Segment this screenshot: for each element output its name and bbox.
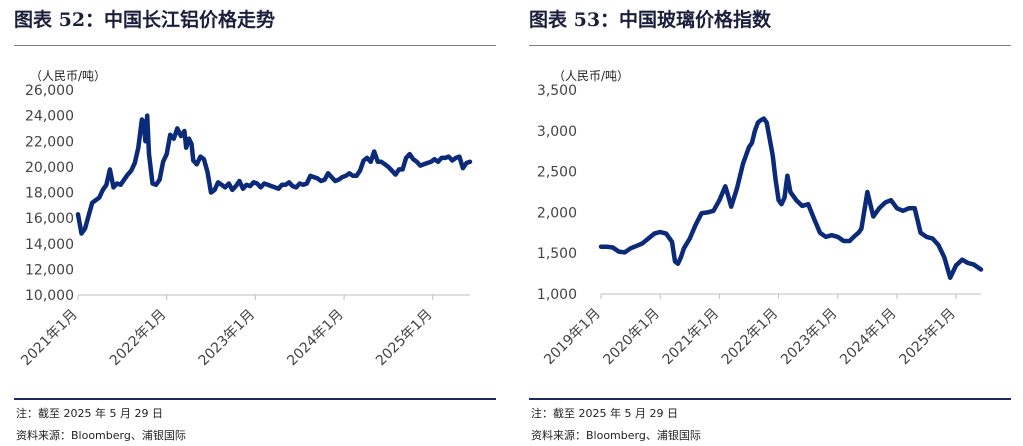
source-note: 资料来源：Bloomberg、浦银国际 xyxy=(531,429,701,442)
aluminum-price-chart: （人民币/吨） 10,000 12,000 14,000 16,000 18,000 20,… xyxy=(18,69,473,370)
y-tick-label: 1,500 xyxy=(537,246,577,262)
y-tick-label: 2,000 xyxy=(537,205,577,221)
x-tick-label: 2022年1月 xyxy=(107,307,170,370)
footnote: 注：截至 2025 年 5 月 29 日 xyxy=(531,407,678,420)
y-tick-label: 2,500 xyxy=(537,165,577,181)
x-tick-label: 2025年1月 xyxy=(896,306,959,369)
title-divider xyxy=(14,45,496,46)
y-tick-label: 24,000 xyxy=(25,109,74,125)
price-line xyxy=(598,116,984,280)
panel-aluminum: 图表 52：中国长江铝价格走势 （人民币/吨） 10,000 12,000 14,00… xyxy=(4,0,504,446)
x-tick-label: 2020年1月 xyxy=(600,306,663,369)
y-tick-label: 14,000 xyxy=(25,237,74,253)
y-tick-label: 3,500 xyxy=(537,83,577,99)
y-tick-label: 22,000 xyxy=(25,134,74,150)
figure-title: 图表 52：中国长江铝价格走势 xyxy=(14,9,276,31)
y-tick-label: 12,000 xyxy=(25,262,74,278)
panel-glass: 图表 53：中国玻璃价格指数 （人民币/吨） 1,000 1,500 2,000 2,5… xyxy=(519,0,1019,446)
source-note: 资料来源：Bloomberg、浦银国际 xyxy=(16,429,186,442)
x-tick-label: 2023年1月 xyxy=(778,306,841,369)
y-tick-label: 3,000 xyxy=(537,124,577,140)
x-tick-label: 2025年1月 xyxy=(373,307,436,370)
unit-label: （人民币/吨） xyxy=(30,69,106,83)
footer-divider xyxy=(529,398,1011,400)
y-tick-label: 18,000 xyxy=(25,186,74,202)
x-tick-label: 2024年1月 xyxy=(284,307,347,370)
y-tick-label: 1,000 xyxy=(537,287,577,303)
glass-price-index-chart: （人民币/吨） 1,000 1,500 2,000 2,500 3,000 3,500 201… xyxy=(537,69,984,369)
figure-title: 图表 53：中国玻璃价格指数 xyxy=(529,9,772,31)
x-tick-label: 2021年1月 xyxy=(660,306,723,369)
x-tick-label: 2023年1月 xyxy=(196,307,259,370)
footer-divider xyxy=(14,398,496,400)
y-tick-label: 10,000 xyxy=(25,288,74,304)
footnote: 注：截至 2025 年 5 月 29 日 xyxy=(16,407,163,420)
x-tick-label: 2019年1月 xyxy=(541,306,604,369)
y-tick-label: 20,000 xyxy=(25,160,74,176)
y-tick-label: 16,000 xyxy=(25,211,74,227)
unit-label: （人民币/吨） xyxy=(553,69,629,83)
title-divider xyxy=(529,45,1011,46)
x-tick-label: 2022年1月 xyxy=(719,306,782,369)
y-tick-label: 26,000 xyxy=(25,83,74,99)
price-line xyxy=(75,113,473,236)
x-tick-label: 2021年1月 xyxy=(18,307,81,370)
x-tick-label: 2024年1月 xyxy=(837,306,900,369)
